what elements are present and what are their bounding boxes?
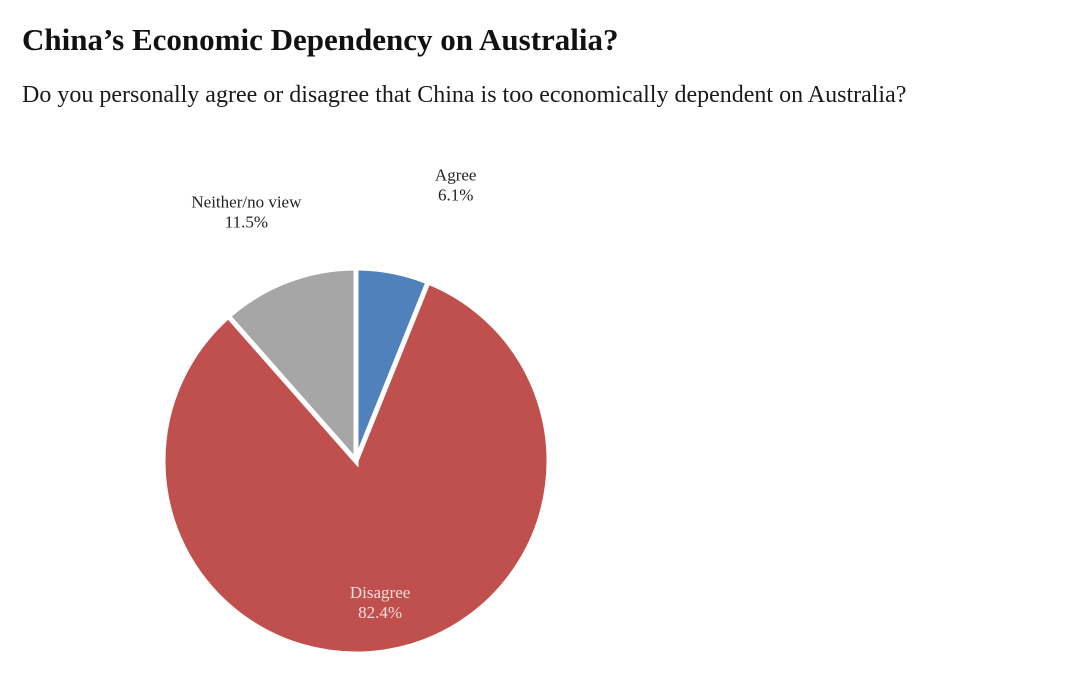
- slice-label-name-disagree: Disagree: [350, 583, 410, 602]
- pie-slice-disagree: [160, 278, 552, 657]
- slice-label-value-disagree: 82.4%: [358, 603, 402, 622]
- pie-slices: [160, 265, 552, 657]
- pie-slice-neither-no-view: [224, 265, 359, 468]
- slice-label-name-agree: Agree: [435, 165, 477, 184]
- slice-label-value-neither-no-view: 11.5%: [225, 212, 268, 231]
- chart-title: China’s Economic Dependency on Australia…: [22, 22, 619, 57]
- slice-label-value-agree: 6.1%: [438, 185, 473, 204]
- slice-label-name-neither-no-view: Neither/no view: [191, 192, 302, 211]
- chart-subtitle: Do you personally agree or disagree that…: [22, 82, 907, 108]
